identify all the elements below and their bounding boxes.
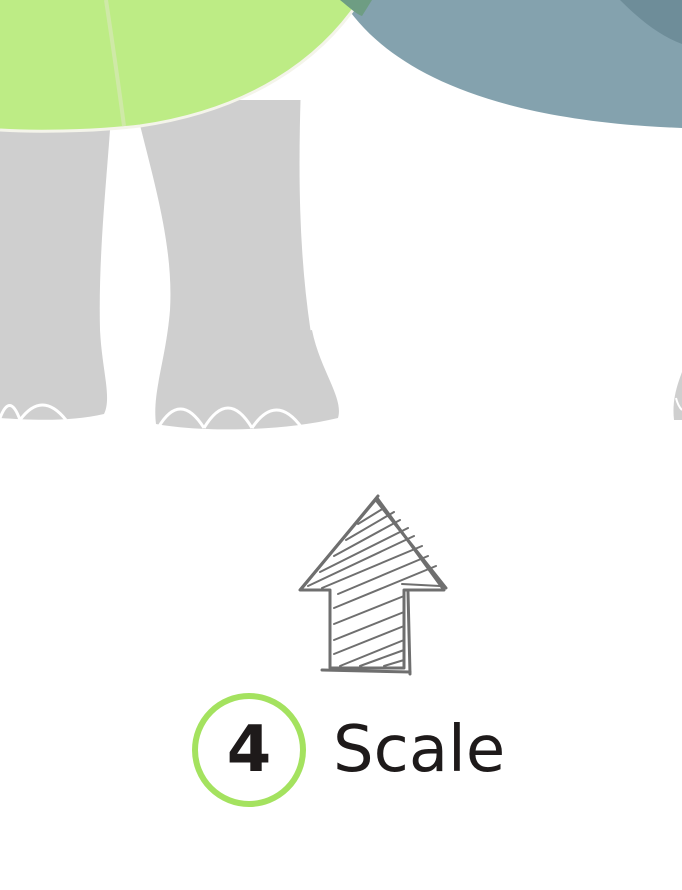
- hand-drawn-up-arrow-icon: [298, 494, 448, 676]
- step-label: Scale: [333, 713, 506, 787]
- right-leg-toenails: [156, 406, 304, 429]
- step-number-badge: 4: [192, 693, 306, 807]
- elephant-far-leg: [673, 372, 682, 420]
- elephant-ear-shape: [0, 0, 372, 133]
- elephant-body-shape: [342, 0, 682, 128]
- elephant-right-leg: [134, 99, 339, 430]
- elephant-left-leg: [0, 100, 112, 421]
- left-leg-toenails: [0, 403, 68, 421]
- step-number: 4: [226, 713, 272, 787]
